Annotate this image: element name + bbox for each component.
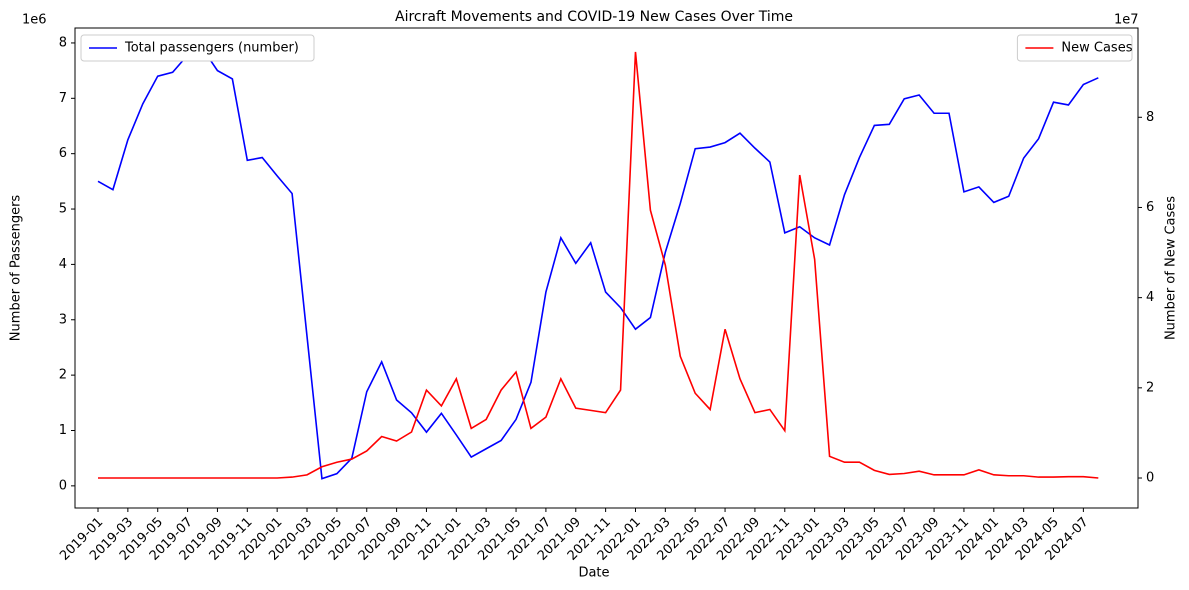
series-line [97, 47, 1099, 480]
y-tick-label: 6 [59, 146, 67, 161]
y-tick-label: 7 [59, 91, 67, 106]
y-tick-label: 3 [59, 312, 67, 327]
series-line [98, 51, 1099, 479]
y2-tick-label: 0 [1146, 471, 1154, 486]
y-tick-label: 4 [59, 257, 67, 272]
y-tick-label: 2 [59, 368, 67, 383]
y2-tick-label: 4 [1146, 290, 1154, 305]
y2-axis-label: Number of New Cases [1164, 196, 1179, 340]
y-tick-label: 1 [59, 423, 67, 438]
legend: Total passengers (number) [80, 34, 315, 62]
y-tick-label: 0 [59, 478, 67, 493]
legend-label: New Cases [1061, 41, 1132, 56]
y-axis-label: Number of Passengers [9, 195, 24, 342]
y2-tick-label: 8 [1146, 110, 1154, 125]
y2-tick-label: 6 [1146, 200, 1154, 215]
y-tick-label: 8 [59, 35, 67, 50]
legend-box [1016, 34, 1133, 62]
legend-label: Total passengers (number) [124, 41, 299, 56]
chart-title: Aircraft Movements and COVID-19 New Case… [395, 9, 793, 25]
legend-box [80, 34, 315, 62]
x-axis-label: Date [578, 566, 609, 581]
legend: New Cases [1016, 34, 1133, 62]
y2-tick-label: 2 [1146, 380, 1154, 395]
y-offset-label: 1e6 [22, 13, 47, 28]
plot-frame [74, 27, 1139, 509]
y-tick-label: 5 [59, 202, 67, 217]
y2-offset-label: 1e7 [1114, 13, 1139, 28]
